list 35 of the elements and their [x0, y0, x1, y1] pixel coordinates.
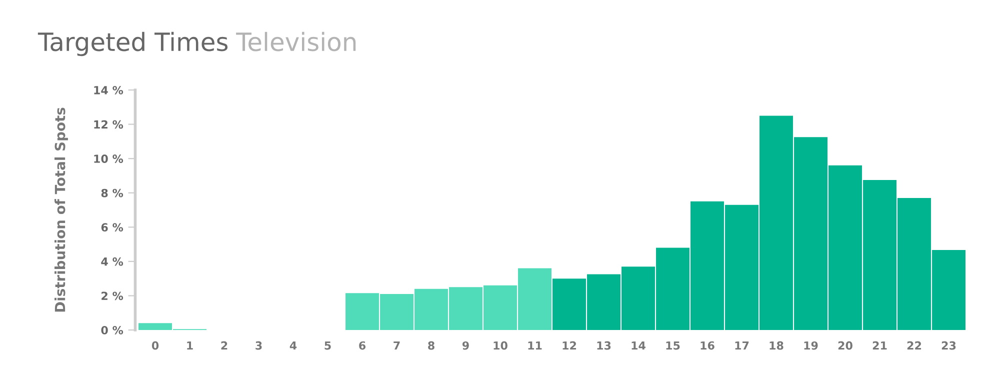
chart-subtitle: Television	[236, 32, 356, 52]
x-tick-label: 6	[359, 341, 366, 350]
x-tick-label: 3	[256, 341, 262, 350]
x-tick-label: 19	[804, 341, 818, 350]
x-tick-label: 12	[562, 341, 576, 350]
y-axis-title: Distribution of Total Spots	[54, 108, 68, 312]
x-tick-label: 17	[735, 341, 749, 350]
x-tick-label: 0	[152, 341, 159, 350]
y-tick-label: 8 %	[101, 188, 124, 198]
y-tick-label: 14 %	[94, 86, 124, 94]
x-tick-label: 14	[632, 341, 646, 350]
y-tick-label: 0 %	[101, 326, 124, 334]
x-tick-label: 4	[290, 341, 297, 350]
x-tick-label: 22	[907, 341, 922, 350]
x-tick-label: 10	[494, 341, 508, 350]
y-tick-label: 12 %	[94, 120, 124, 129]
chart-title: Targeted Times	[38, 32, 228, 56]
x-tick-label: 2	[221, 341, 228, 350]
y-tick-label: 6 %	[101, 223, 124, 232]
x-tick-label: 13	[597, 341, 611, 350]
x-tick-label: 11	[528, 341, 542, 350]
x-tick-label: 8	[428, 341, 434, 350]
x-tick-label: 1	[187, 341, 193, 350]
x-tick-label: 21	[872, 341, 887, 350]
x-tick-label: 7	[394, 341, 400, 350]
x-tick-label: 9	[462, 341, 469, 350]
y-tick-label: 4 %	[101, 257, 124, 266]
x-tick-label: 23	[942, 341, 956, 350]
y-tick-label: 2 %	[102, 292, 124, 300]
y-tick-label: 10 %	[94, 154, 124, 163]
x-tick-label: 15	[666, 341, 680, 350]
x-tick-label: 20	[838, 341, 852, 350]
x-tick-label: 5	[324, 341, 331, 350]
x-tick-label: 18	[770, 341, 784, 350]
x-tick-label: 16	[700, 341, 714, 350]
